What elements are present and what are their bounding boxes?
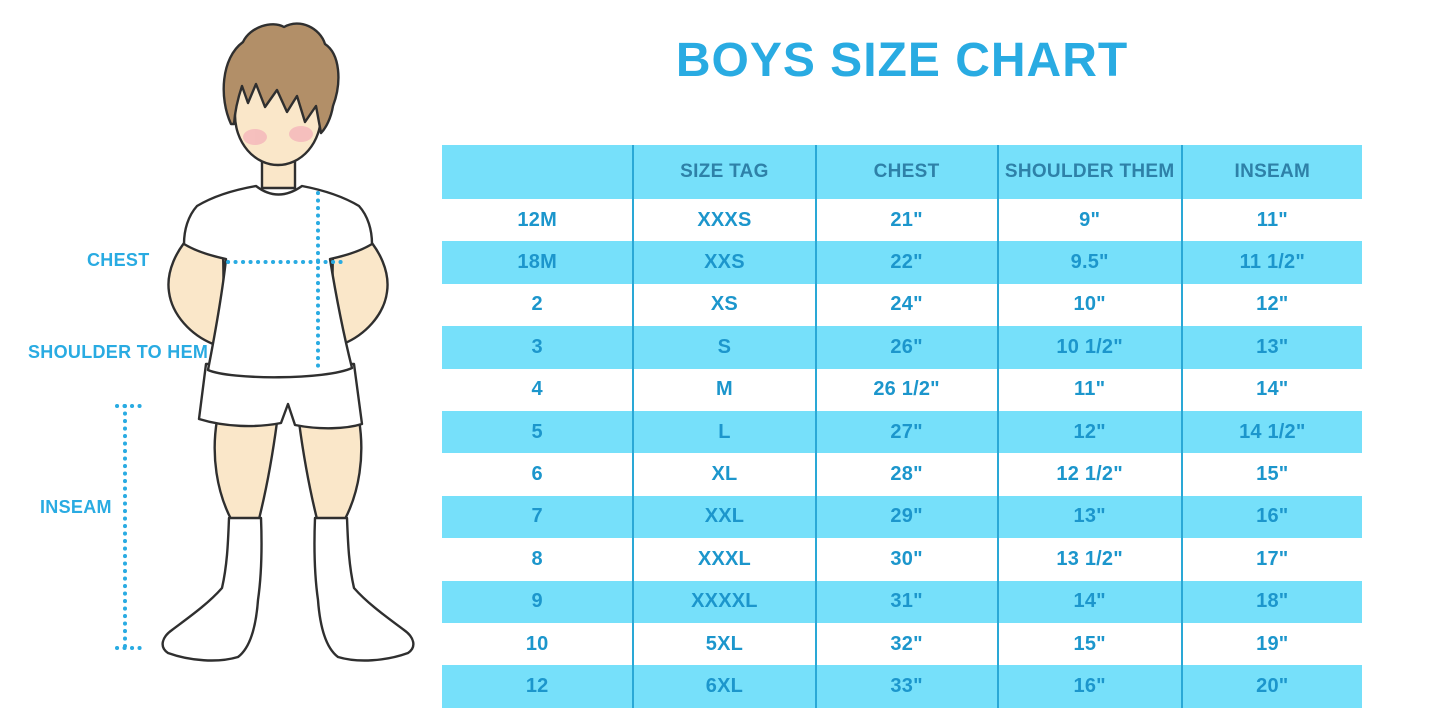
table-cell: XXL bbox=[632, 495, 816, 539]
table-row: 12 6XL 33" 16" 20" bbox=[442, 665, 1362, 708]
table-row: 12M XXXS 21" 9" 11" bbox=[442, 199, 1362, 242]
table-cell: 9 bbox=[442, 580, 634, 623]
boy-tshirt bbox=[182, 184, 374, 379]
table-row: 4 M 26 1/2" 11" 14" bbox=[442, 368, 1362, 411]
table-cell: 2 bbox=[531, 293, 543, 316]
table-cell: 16" bbox=[996, 665, 1182, 708]
inseam-label: INSEAM bbox=[40, 497, 112, 517]
table-cell: 9.5" bbox=[996, 241, 1182, 284]
table-cell: 32" bbox=[814, 622, 998, 666]
table-cell: 9" bbox=[996, 199, 1182, 242]
table-cell: 11" bbox=[1180, 199, 1362, 242]
table-row: 9 XXXXL 31" 14" 18" bbox=[442, 580, 1362, 623]
table-row: 2 XS 24" 10" 12" bbox=[442, 283, 1362, 327]
chest-label: CHEST bbox=[87, 250, 150, 270]
table-cell: 15" bbox=[996, 622, 1182, 666]
table-cell: 12M bbox=[517, 208, 557, 231]
boy-left-leg bbox=[213, 418, 279, 521]
table-cell: 29" bbox=[814, 495, 998, 539]
table-cell: 12" bbox=[996, 410, 1182, 454]
table-cell: 10 1/2" bbox=[996, 326, 1182, 369]
table-cell: M bbox=[632, 368, 816, 411]
table-cell: 21" bbox=[814, 199, 998, 242]
table-cell: 13" bbox=[996, 495, 1182, 539]
table-row: 6 XL 28" 12 1/2" 15" bbox=[442, 453, 1362, 496]
table-cell: 15" bbox=[1180, 453, 1362, 496]
boy-illustration bbox=[115, 22, 415, 662]
table-row: 5 L 27" 12" 14 1/2" bbox=[442, 410, 1362, 454]
table-cell: XS bbox=[632, 283, 816, 327]
table-cell: 8 bbox=[531, 547, 543, 570]
table-cell: 11 1/2" bbox=[1180, 241, 1362, 284]
table-cell: 33" bbox=[814, 665, 998, 708]
size-table-body: 12M XXXS 21" 9" 11" 18M XXS 22" 9.5" 11 1/2" 2 XS 24… bbox=[442, 199, 1362, 708]
page-title: BOYS SIZE CHART bbox=[675, 34, 1129, 87]
shoulder-to-hem-label: SHOULDER TO HEM bbox=[28, 342, 209, 362]
column-header bbox=[442, 145, 634, 199]
table-cell: 12 bbox=[442, 665, 634, 708]
table-cell: 14" bbox=[996, 580, 1182, 623]
table-cell: 28" bbox=[814, 453, 998, 496]
table-cell: 18M bbox=[442, 241, 634, 284]
table-row: 8 XXXL 30" 13 1/2" 17" bbox=[442, 538, 1362, 581]
table-row: 3 S 26" 10 1/2" 13" bbox=[442, 326, 1362, 369]
table-cell: 20" bbox=[1180, 665, 1362, 708]
table-cell: 13" bbox=[1180, 326, 1362, 369]
boy-hair bbox=[222, 22, 340, 135]
table-cell: 31" bbox=[814, 580, 998, 623]
table-cell: XXS bbox=[632, 241, 816, 284]
table-cell: L bbox=[632, 410, 816, 454]
table-row: 10 5XL 32" 15" 19" bbox=[442, 622, 1362, 666]
boy-right-sock bbox=[313, 516, 415, 662]
table-cell: 26 1/2" bbox=[814, 368, 998, 411]
table-cell: 19" bbox=[1180, 622, 1362, 666]
table-cell: XXXS bbox=[632, 199, 816, 242]
table-cell: 11" bbox=[996, 368, 1182, 411]
boy-right-leg bbox=[297, 418, 363, 521]
table-cell: 12" bbox=[1180, 283, 1362, 327]
size-table-header: SIZE TAG CHEST SHOULDER THEM INSEAM bbox=[442, 145, 1362, 199]
table-cell: 14" bbox=[1180, 368, 1362, 411]
table-cell: 16" bbox=[1180, 495, 1362, 539]
column-header: INSEAM bbox=[1180, 145, 1362, 199]
table-cell: XXXL bbox=[632, 538, 816, 581]
table-row: 7 XXL 29" 13" 16" bbox=[442, 495, 1362, 539]
table-cell: 5 bbox=[442, 410, 634, 454]
table-cell: 12 1/2" bbox=[996, 453, 1182, 496]
table-cell: S bbox=[632, 326, 816, 369]
table-cell: 24" bbox=[814, 283, 998, 327]
size-table: SIZE TAG CHEST SHOULDER THEM INSEAM 12M XXXS… bbox=[442, 145, 1362, 708]
boy-left-sock bbox=[161, 516, 263, 662]
column-header: CHEST bbox=[814, 145, 998, 199]
boy-shorts bbox=[197, 362, 364, 430]
table-cell: 10" bbox=[996, 283, 1182, 327]
table-cell: 17" bbox=[1180, 538, 1362, 581]
table-cell: 7 bbox=[442, 495, 634, 539]
table-cell: 14 1/2" bbox=[1180, 410, 1362, 454]
column-header: SHOULDER THEM bbox=[996, 145, 1182, 199]
table-cell: 5XL bbox=[632, 622, 816, 666]
table-row: 18M XXS 22" 9.5" 11 1/2" bbox=[442, 241, 1362, 284]
table-cell: 30" bbox=[814, 538, 998, 581]
table-cell: 26" bbox=[814, 326, 998, 369]
table-cell: 6 bbox=[531, 463, 543, 486]
column-header: SIZE TAG bbox=[632, 145, 816, 199]
table-cell: 13 1/2" bbox=[996, 538, 1182, 581]
table-cell: 27" bbox=[814, 410, 998, 454]
table-cell: XL bbox=[632, 453, 816, 496]
measurement-figure-panel: CHEST SHOULDER TO HEM INSEAM bbox=[0, 0, 460, 723]
table-cell: 3 bbox=[442, 326, 634, 369]
table-cell: XXXXL bbox=[632, 580, 816, 623]
table-cell: 18" bbox=[1180, 580, 1362, 623]
table-cell: 4 bbox=[531, 378, 543, 401]
table-cell: 22" bbox=[814, 241, 998, 284]
header-row: SIZE TAG CHEST SHOULDER THEM INSEAM bbox=[442, 145, 1362, 199]
boy-blush bbox=[243, 126, 313, 145]
table-cell: 10 bbox=[525, 632, 549, 655]
table-cell: 6XL bbox=[632, 665, 816, 708]
